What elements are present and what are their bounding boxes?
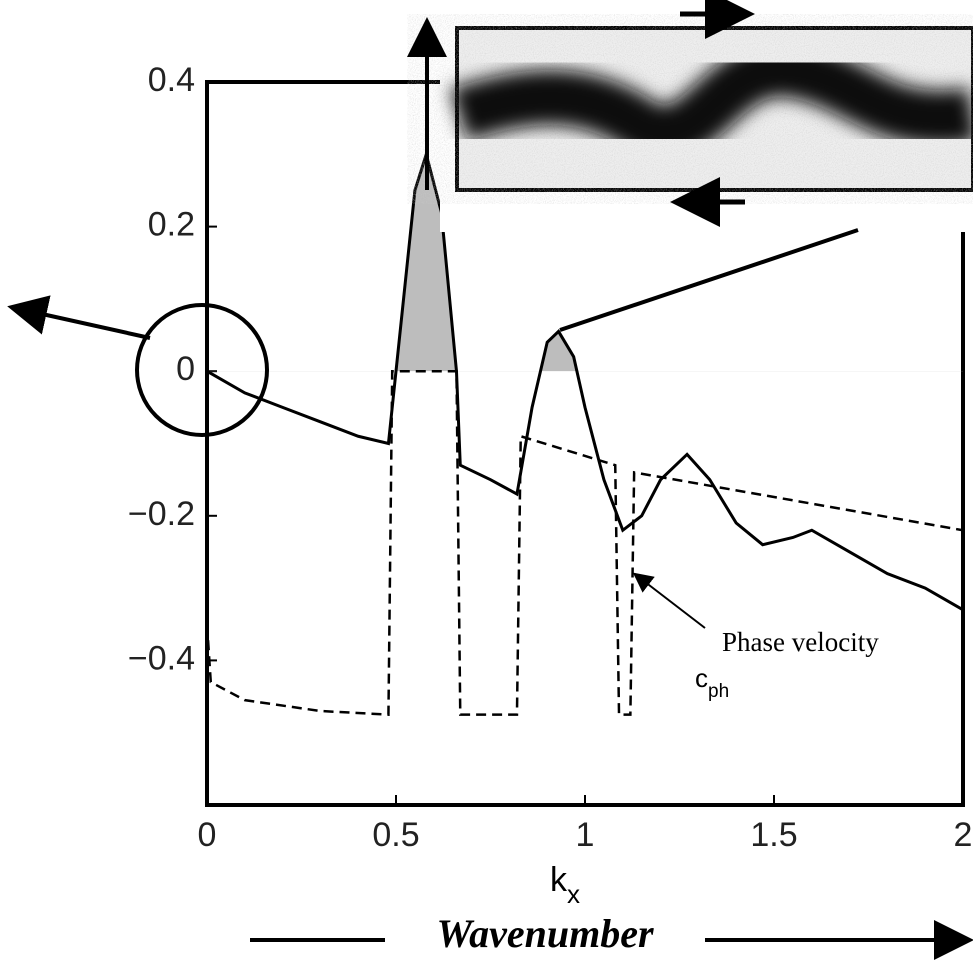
c-ph-main: c [695,663,708,693]
c-ph-sub: ph [708,681,729,702]
phase-velocity-label: Phase velocity [722,627,879,657]
phase-velocity-arrow [632,572,706,629]
y-tick-label: 0 [176,350,195,388]
plot-area: 0.4 0.2 0 −0.2 −0.4 0 0.5 1 1.5 2 [128,61,973,854]
x-label-sub: x [567,879,580,909]
x-tick-label: 1.5 [750,816,797,854]
x-axis-label: kx [550,861,580,909]
wavenumber-label: Wavenumber [436,911,653,956]
y-tick-label: 0.4 [148,61,195,99]
c-ph-label: cph [695,663,729,702]
series-line [205,369,964,716]
y-tick-label: 0.2 [148,206,195,244]
x-tick-label: 0.5 [372,816,419,854]
origin-circle [135,303,269,437]
y-tick-label: −0.4 [128,639,195,677]
x-tick-label: 2 [954,816,973,854]
x-tick-label: 0 [198,816,217,854]
origin-arrow [7,295,151,340]
inset-image [440,0,973,232]
inset-wave [450,41,973,160]
y-tick-label: −0.2 [128,495,195,533]
x-label-main: k [550,861,568,899]
x-tick-label: 1 [576,816,595,854]
peak2-line [559,228,859,332]
